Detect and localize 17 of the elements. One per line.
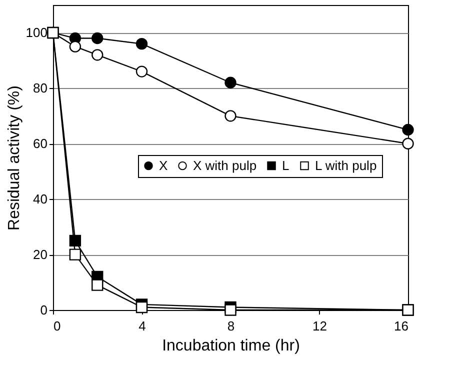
legend-label: X with pulp xyxy=(193,158,257,173)
x-tick-label: 12 xyxy=(312,318,327,334)
y-tick-label: 0 xyxy=(40,302,48,318)
x-axis-title: Incubation time (hr) xyxy=(162,338,300,354)
y-tick-label: 40 xyxy=(33,192,48,207)
x-tick-label: 0 xyxy=(54,318,61,334)
y-tick-label: 100 xyxy=(26,25,48,40)
legend-label: X xyxy=(159,158,168,173)
x-tick-label: 4 xyxy=(138,318,146,334)
y-tick-label: 80 xyxy=(33,80,48,96)
y-axis-title: Residual activity (%) xyxy=(6,86,23,230)
x-tick-label: 8 xyxy=(227,318,235,334)
x-tick-label: 16 xyxy=(394,318,408,334)
legend-label: L xyxy=(282,158,290,173)
legend-label: L with pulp xyxy=(315,158,377,173)
y-tick-label: 20 xyxy=(33,247,48,262)
y-tick-label: 60 xyxy=(33,136,48,152)
